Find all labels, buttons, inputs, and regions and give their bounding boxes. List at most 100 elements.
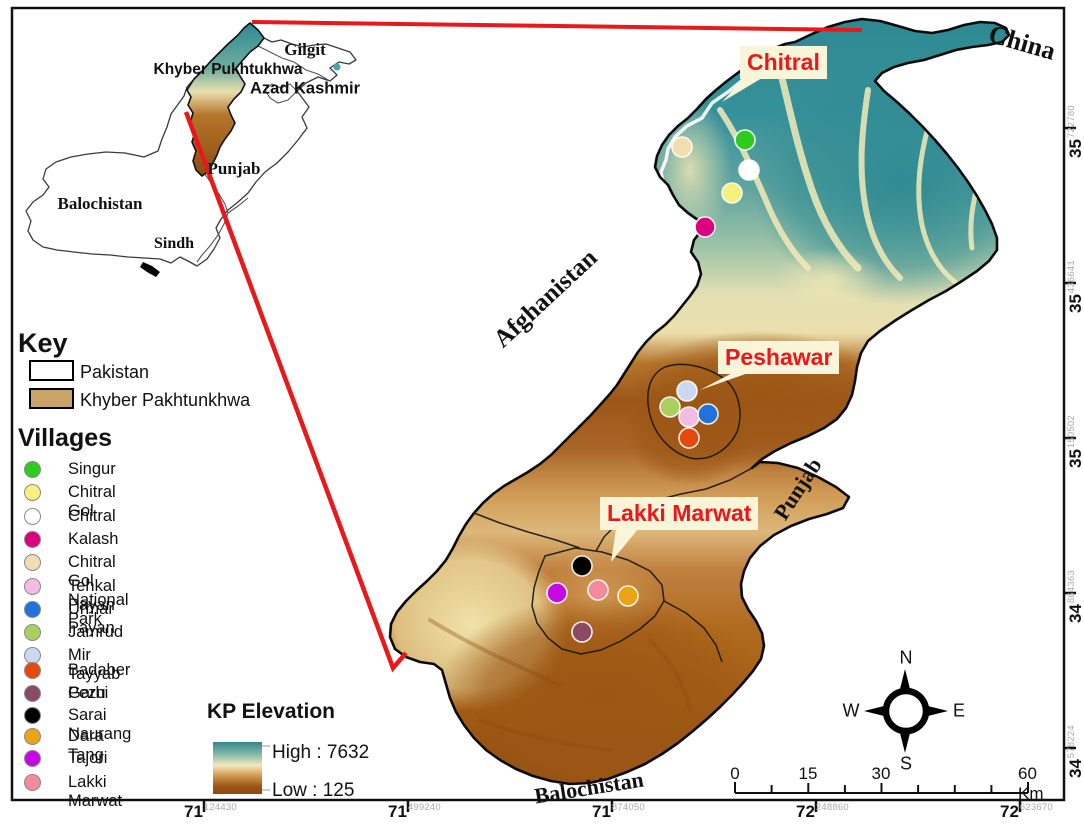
legend-dot-kalash xyxy=(24,531,41,548)
village-dots-layer xyxy=(546,129,760,643)
callout-peshawar: Peshawar xyxy=(718,341,840,374)
legend-dot-tajori xyxy=(24,750,41,767)
inset-label-punjab: Punjab xyxy=(207,159,261,178)
legend-label: Chitral xyxy=(68,507,116,525)
inset-indus-delta xyxy=(140,262,160,277)
axis-bottom-label-4: 72623670 xyxy=(1000,802,1053,821)
callout-tails xyxy=(611,78,762,562)
legend-label: Kalash xyxy=(68,530,119,548)
legend-label: Badaber xyxy=(68,661,131,679)
map-frame xyxy=(10,6,1076,812)
inset-pakistan-outline xyxy=(25,22,357,267)
legend-label: Jamrud xyxy=(68,623,124,641)
compass-s: S xyxy=(899,753,913,774)
legend-dot-chitral-gol-national-park xyxy=(24,554,41,571)
scale-label-30: 30 xyxy=(871,764,891,783)
elevation-title: KP Elevation xyxy=(207,700,335,723)
chitral-callout-tail xyxy=(722,78,762,102)
axis-right-label-3: 34864363 xyxy=(1066,570,1084,623)
scale-label-15: 15 xyxy=(798,764,818,783)
inset-label-gilgit: Gilgit xyxy=(284,40,326,59)
village-dot-badaber xyxy=(678,427,700,449)
compass-rose xyxy=(864,669,948,753)
compass-n: N xyxy=(899,647,913,668)
legend-label: Lakki Marwat xyxy=(68,773,123,810)
village-dot-tajori xyxy=(546,582,568,604)
axis-bottom-label-0: 71124430 xyxy=(184,802,237,821)
callout-lakki-marwat: Lakki Marwat xyxy=(600,497,759,530)
inset-label-khyber-pukhtukhwa: Khyber Pukhtukhwa xyxy=(153,61,303,78)
axis-bottom-label-2: 71874050 xyxy=(592,802,645,821)
inset-label-azad-kashmir: Azad Kashmir xyxy=(249,79,361,98)
village-dot-chitral-gol-national-park xyxy=(671,136,693,158)
key-swatch-pakistan xyxy=(29,360,74,381)
axis-right-label-1: 35436641 xyxy=(1066,260,1084,313)
legend-label: Mir Tayyab Garhi xyxy=(68,646,121,702)
axis-right-label-2: 35150502 xyxy=(1066,415,1084,468)
legend-dot-chitral-gol xyxy=(24,484,41,501)
legend-dot-dara-tang xyxy=(24,728,41,745)
legend-dot-badaber xyxy=(24,662,41,679)
village-dot-dara-tang xyxy=(617,585,639,607)
elevation-low-label: Low : 125 xyxy=(272,780,355,801)
inset-gilgit-lake xyxy=(333,63,341,71)
axis-right-label-4: 34578224 xyxy=(1066,725,1084,778)
axis-bottom-label-1: 71499240 xyxy=(388,802,441,821)
legend-label: Sarai Naurang xyxy=(68,706,132,743)
compass-e: E xyxy=(952,700,966,721)
inset-province-borders xyxy=(196,45,331,263)
village-dot-jamrud xyxy=(659,396,681,418)
elevation-legend-ticks xyxy=(262,745,270,791)
inset-label-sindh: Sindh xyxy=(153,235,195,252)
inset-azad-kashmir-border xyxy=(264,83,298,104)
inset-label-balochistan: Balochistan xyxy=(57,194,143,213)
lakki-callout-tail xyxy=(611,529,638,562)
compass-w: W xyxy=(842,700,860,721)
villages-title: Villages xyxy=(18,424,113,452)
village-dot-pezu xyxy=(571,621,593,643)
ridge-streaks xyxy=(428,618,692,752)
key-label-kp: Khyber Pakhtunkhwa xyxy=(80,390,251,410)
legend-dot-chitral xyxy=(24,508,41,525)
legend-label: Urmar Payan xyxy=(68,600,115,637)
key-title: Key xyxy=(18,328,68,358)
legend-dot-sarai-naurang xyxy=(24,707,41,724)
village-dot-chitral-gol xyxy=(721,182,743,204)
elevation-gradient-bar xyxy=(213,742,262,794)
legend-dot-singur xyxy=(24,461,41,478)
village-dot-tehkal-payan xyxy=(678,406,700,428)
legend-label: Tehkal Payan xyxy=(68,577,116,614)
legend-dot-jamrud xyxy=(24,624,41,641)
legend-dot-urmar-payan xyxy=(24,601,41,618)
legend-label: Chitral Gol National Park xyxy=(68,553,129,628)
village-dot-singur xyxy=(734,129,756,151)
village-dot-chitral xyxy=(738,159,760,181)
legend-label: Chitral Gol xyxy=(68,483,116,520)
elevation-high-label: High : 7632 xyxy=(272,742,370,763)
scale-bar xyxy=(734,782,1029,794)
legend-dot-lakki-marwat xyxy=(24,774,41,791)
axis-right-label-0: 35722780 xyxy=(1066,105,1084,158)
legend-label: Singur xyxy=(68,460,116,478)
red-connector-top xyxy=(251,20,863,32)
red-connector-arrow xyxy=(183,111,408,673)
scale-label-60km: 60 Km xyxy=(1018,764,1044,803)
legend-dot-tehkal-payan xyxy=(24,578,41,595)
village-dot-mir-tayyab-garhi xyxy=(676,380,698,402)
axis-bottom-label-3: 72248860 xyxy=(796,802,849,821)
village-dot-sarai-naurang xyxy=(571,555,593,577)
legend-label: Tajori xyxy=(68,749,108,767)
village-dot-urmar-payan xyxy=(697,403,719,425)
peshawar-callout-tail xyxy=(700,371,754,390)
legend-label: Dara Tang xyxy=(68,727,104,764)
key-label-pakistan: Pakistan xyxy=(80,362,150,382)
village-dot-lakki-marwat xyxy=(587,579,609,601)
red-connectors xyxy=(183,20,863,673)
scale-label-0: 0 xyxy=(730,764,740,783)
callout-chitral: Chitral xyxy=(740,46,827,79)
village-dot-kalash xyxy=(694,216,716,238)
key-swatch-kp xyxy=(29,388,74,409)
legend-dot-pezu xyxy=(24,685,41,702)
